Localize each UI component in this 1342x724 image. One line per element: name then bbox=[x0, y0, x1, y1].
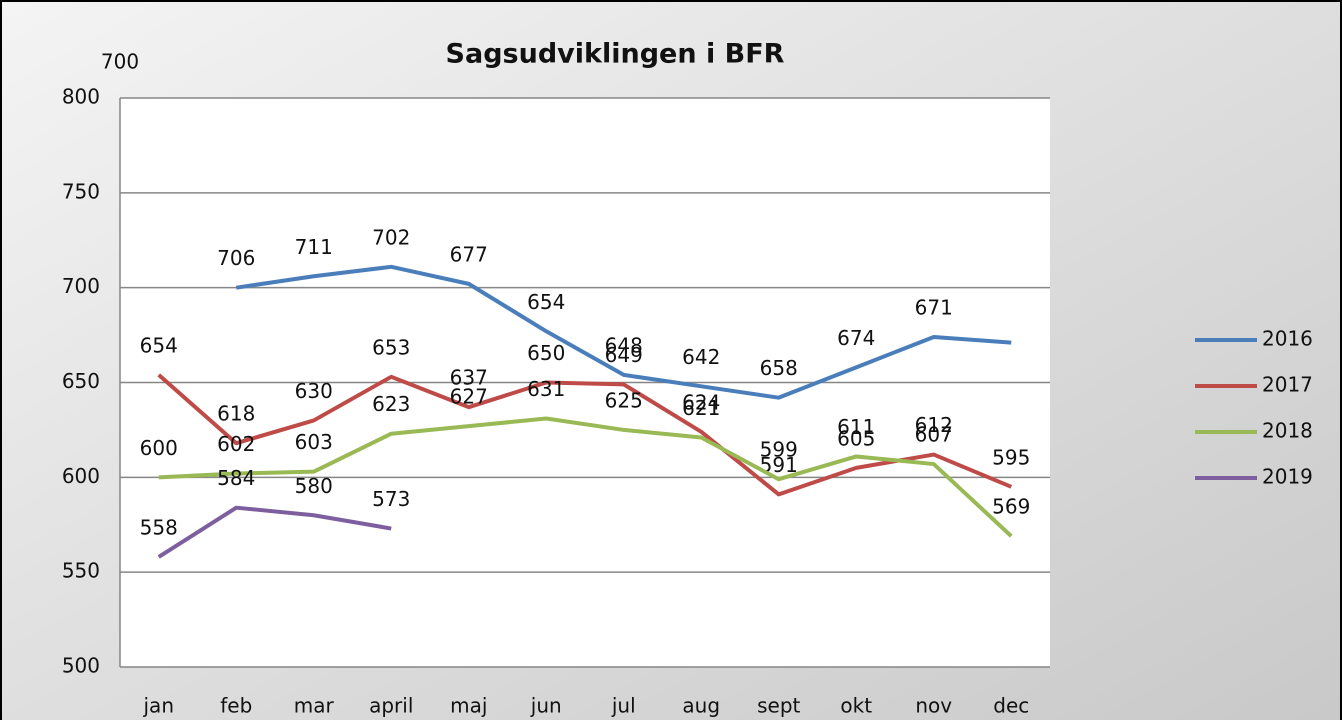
data-label: 600 bbox=[140, 436, 178, 460]
data-label: 623 bbox=[372, 392, 410, 416]
y-tick-label: 700 bbox=[62, 274, 100, 298]
x-tick-label: aug bbox=[682, 694, 720, 718]
y-tick-label: 650 bbox=[62, 369, 100, 393]
y-tick-label: 800 bbox=[62, 85, 100, 109]
data-label: 599 bbox=[760, 438, 798, 462]
data-label: 618 bbox=[217, 402, 255, 426]
data-label: 612 bbox=[915, 413, 953, 437]
data-label: 605 bbox=[837, 426, 875, 450]
data-label: 607 bbox=[915, 423, 953, 447]
x-tick-label: jun bbox=[530, 694, 562, 718]
data-label: 671 bbox=[915, 295, 953, 319]
data-label: 658 bbox=[760, 356, 798, 380]
data-label: 642 bbox=[682, 345, 720, 369]
chart-title: Sagsudviklingen i BFR bbox=[446, 39, 785, 70]
y-tick-label: 600 bbox=[62, 464, 100, 488]
data-label: 674 bbox=[837, 326, 875, 350]
y-tick-label: 500 bbox=[62, 654, 100, 678]
data-label: 654 bbox=[140, 333, 178, 357]
x-tick-label: feb bbox=[220, 694, 252, 718]
x-tick-label: april bbox=[369, 694, 413, 718]
x-tick-label: dec bbox=[993, 694, 1029, 718]
y-tick-label: 550 bbox=[62, 559, 100, 583]
data-label: 627 bbox=[450, 385, 488, 409]
data-label: 611 bbox=[837, 415, 875, 439]
data-label: 650 bbox=[527, 341, 565, 365]
x-tick-label: jan bbox=[143, 694, 175, 718]
series-line bbox=[157, 505, 392, 559]
data-label: 702 bbox=[372, 225, 410, 249]
data-label: 653 bbox=[372, 335, 410, 359]
x-tick-label: mar bbox=[294, 694, 335, 718]
data-label: 569 bbox=[992, 495, 1030, 519]
data-label: 700 bbox=[101, 50, 139, 74]
data-label: 595 bbox=[992, 445, 1030, 469]
data-label: 573 bbox=[372, 487, 410, 511]
legend-label: 2017 bbox=[1262, 373, 1313, 397]
data-label: 654 bbox=[527, 290, 565, 314]
data-label: 711 bbox=[295, 235, 333, 259]
legend-label: 2019 bbox=[1262, 465, 1313, 489]
data-label: 649 bbox=[605, 343, 643, 367]
data-label: 625 bbox=[605, 388, 643, 412]
x-tick-label: sept bbox=[757, 694, 800, 718]
data-label: 637 bbox=[450, 366, 488, 390]
x-tick-label: maj bbox=[450, 694, 487, 718]
data-label: 630 bbox=[295, 379, 333, 403]
series-line bbox=[235, 264, 1012, 400]
data-label: 558 bbox=[140, 515, 178, 539]
series-line bbox=[158, 416, 1013, 538]
data-label: 631 bbox=[527, 377, 565, 401]
data-label: 648 bbox=[605, 333, 643, 357]
data-label: 603 bbox=[295, 430, 333, 454]
data-label: 677 bbox=[450, 242, 488, 266]
data-label: 584 bbox=[217, 466, 255, 490]
data-label: 602 bbox=[217, 432, 255, 456]
data-label: 580 bbox=[295, 474, 333, 498]
x-tick-label: nov bbox=[915, 694, 952, 718]
data-label: 621 bbox=[682, 396, 720, 420]
legend-label: 2016 bbox=[1262, 327, 1313, 351]
y-tick-label: 750 bbox=[62, 179, 100, 203]
x-tick-label: jul bbox=[611, 694, 636, 718]
data-label: 706 bbox=[217, 246, 255, 270]
series-line bbox=[157, 373, 1013, 497]
data-label: 624 bbox=[682, 390, 720, 414]
legend-label: 2018 bbox=[1262, 419, 1313, 443]
x-tick-label: okt bbox=[840, 694, 872, 718]
